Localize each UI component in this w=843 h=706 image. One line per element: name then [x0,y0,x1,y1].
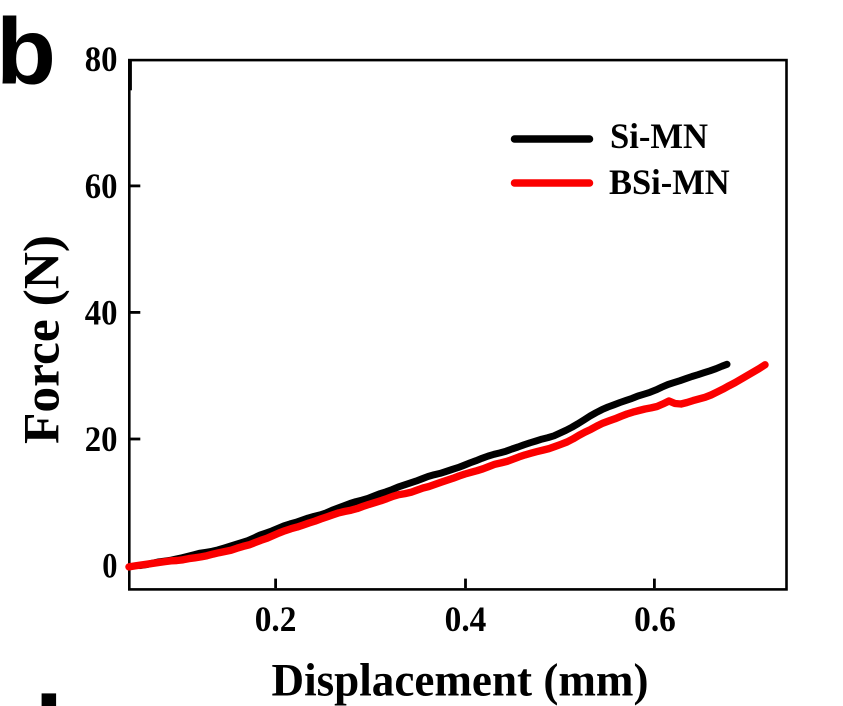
svg-text:b: b [0,0,56,103]
svg-text:0: 0 [102,546,117,586]
svg-text:Displacement (mm): Displacement (mm) [272,655,649,706]
svg-text:0.6: 0.6 [634,599,676,639]
svg-text:0.4: 0.4 [445,599,487,639]
svg-text:20: 20 [85,419,118,459]
svg-text:Si-MN: Si-MN [610,116,708,156]
svg-text:Force (N): Force (N) [15,235,71,444]
svg-text:60: 60 [85,166,118,206]
svg-text:80: 80 [85,39,118,79]
svg-text:BSi-MN: BSi-MN [609,162,730,202]
svg-text:40: 40 [85,292,118,332]
svg-text:0.2: 0.2 [255,599,297,639]
